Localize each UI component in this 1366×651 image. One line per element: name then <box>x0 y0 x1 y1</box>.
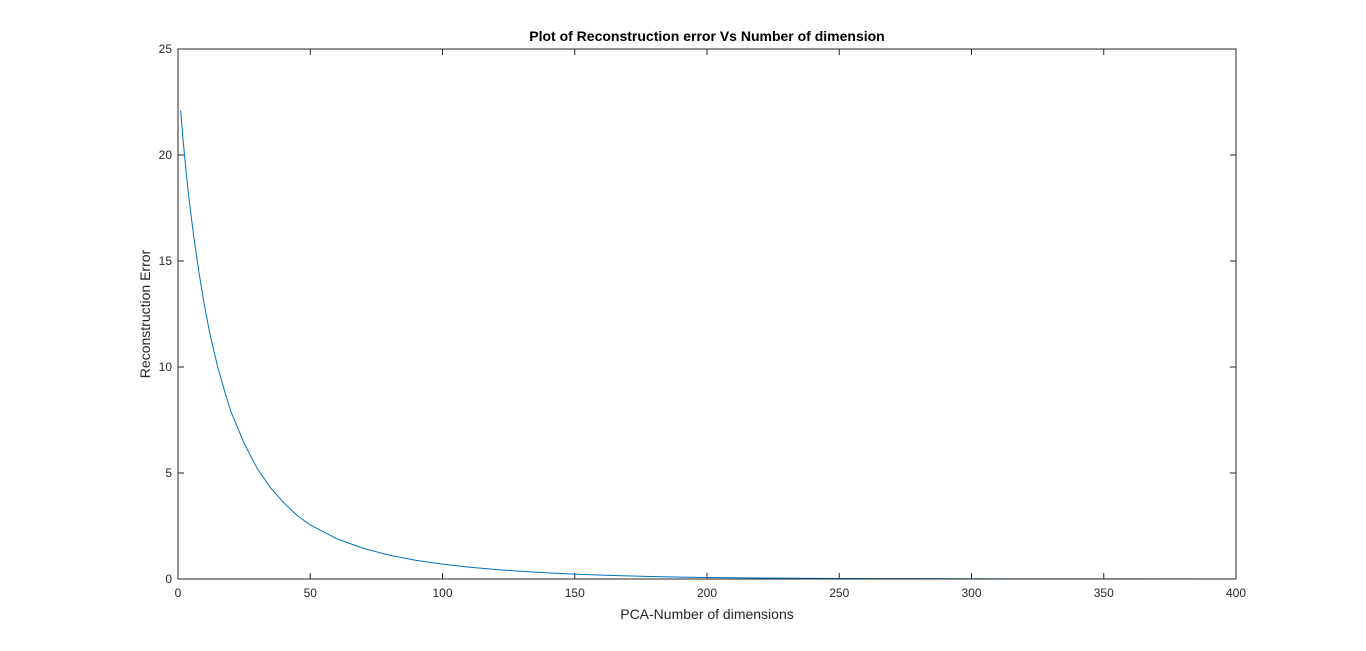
y-axis-label: Reconstruction Error <box>137 249 153 378</box>
y-tick-label: 25 <box>159 42 173 56</box>
x-tick-label: 350 <box>1094 586 1114 600</box>
x-tick-label: 250 <box>829 586 849 600</box>
labels-layer: 0 50 100 150 200 250 300 350 400 0 5 10 15 20 25 <box>159 42 1247 600</box>
series-line-0 <box>180 110 1237 580</box>
x-tick-label: 0 <box>175 586 182 600</box>
y-tick-label: 10 <box>159 360 173 374</box>
axes-box <box>177 48 1237 580</box>
x-tick-label: 300 <box>961 586 981 600</box>
plot-area <box>178 49 1236 579</box>
x-tick-label: 200 <box>697 586 717 600</box>
x-tick-label: 100 <box>432 586 452 600</box>
y-tick-label: 20 <box>159 148 173 162</box>
y-tick-label: 0 <box>165 572 172 586</box>
x-tick-label: 150 <box>565 586 585 600</box>
x-tick-label: 50 <box>304 586 318 600</box>
y-tick-label: 5 <box>165 466 172 480</box>
series-layer <box>180 110 1237 580</box>
x-tick-label: 400 <box>1226 586 1246 600</box>
y-tick-label: 15 <box>159 254 173 268</box>
x-axis-label: PCA-Number of dimensions <box>620 606 794 622</box>
chart-title: Plot of Reconstruction error Vs Number o… <box>529 28 884 44</box>
